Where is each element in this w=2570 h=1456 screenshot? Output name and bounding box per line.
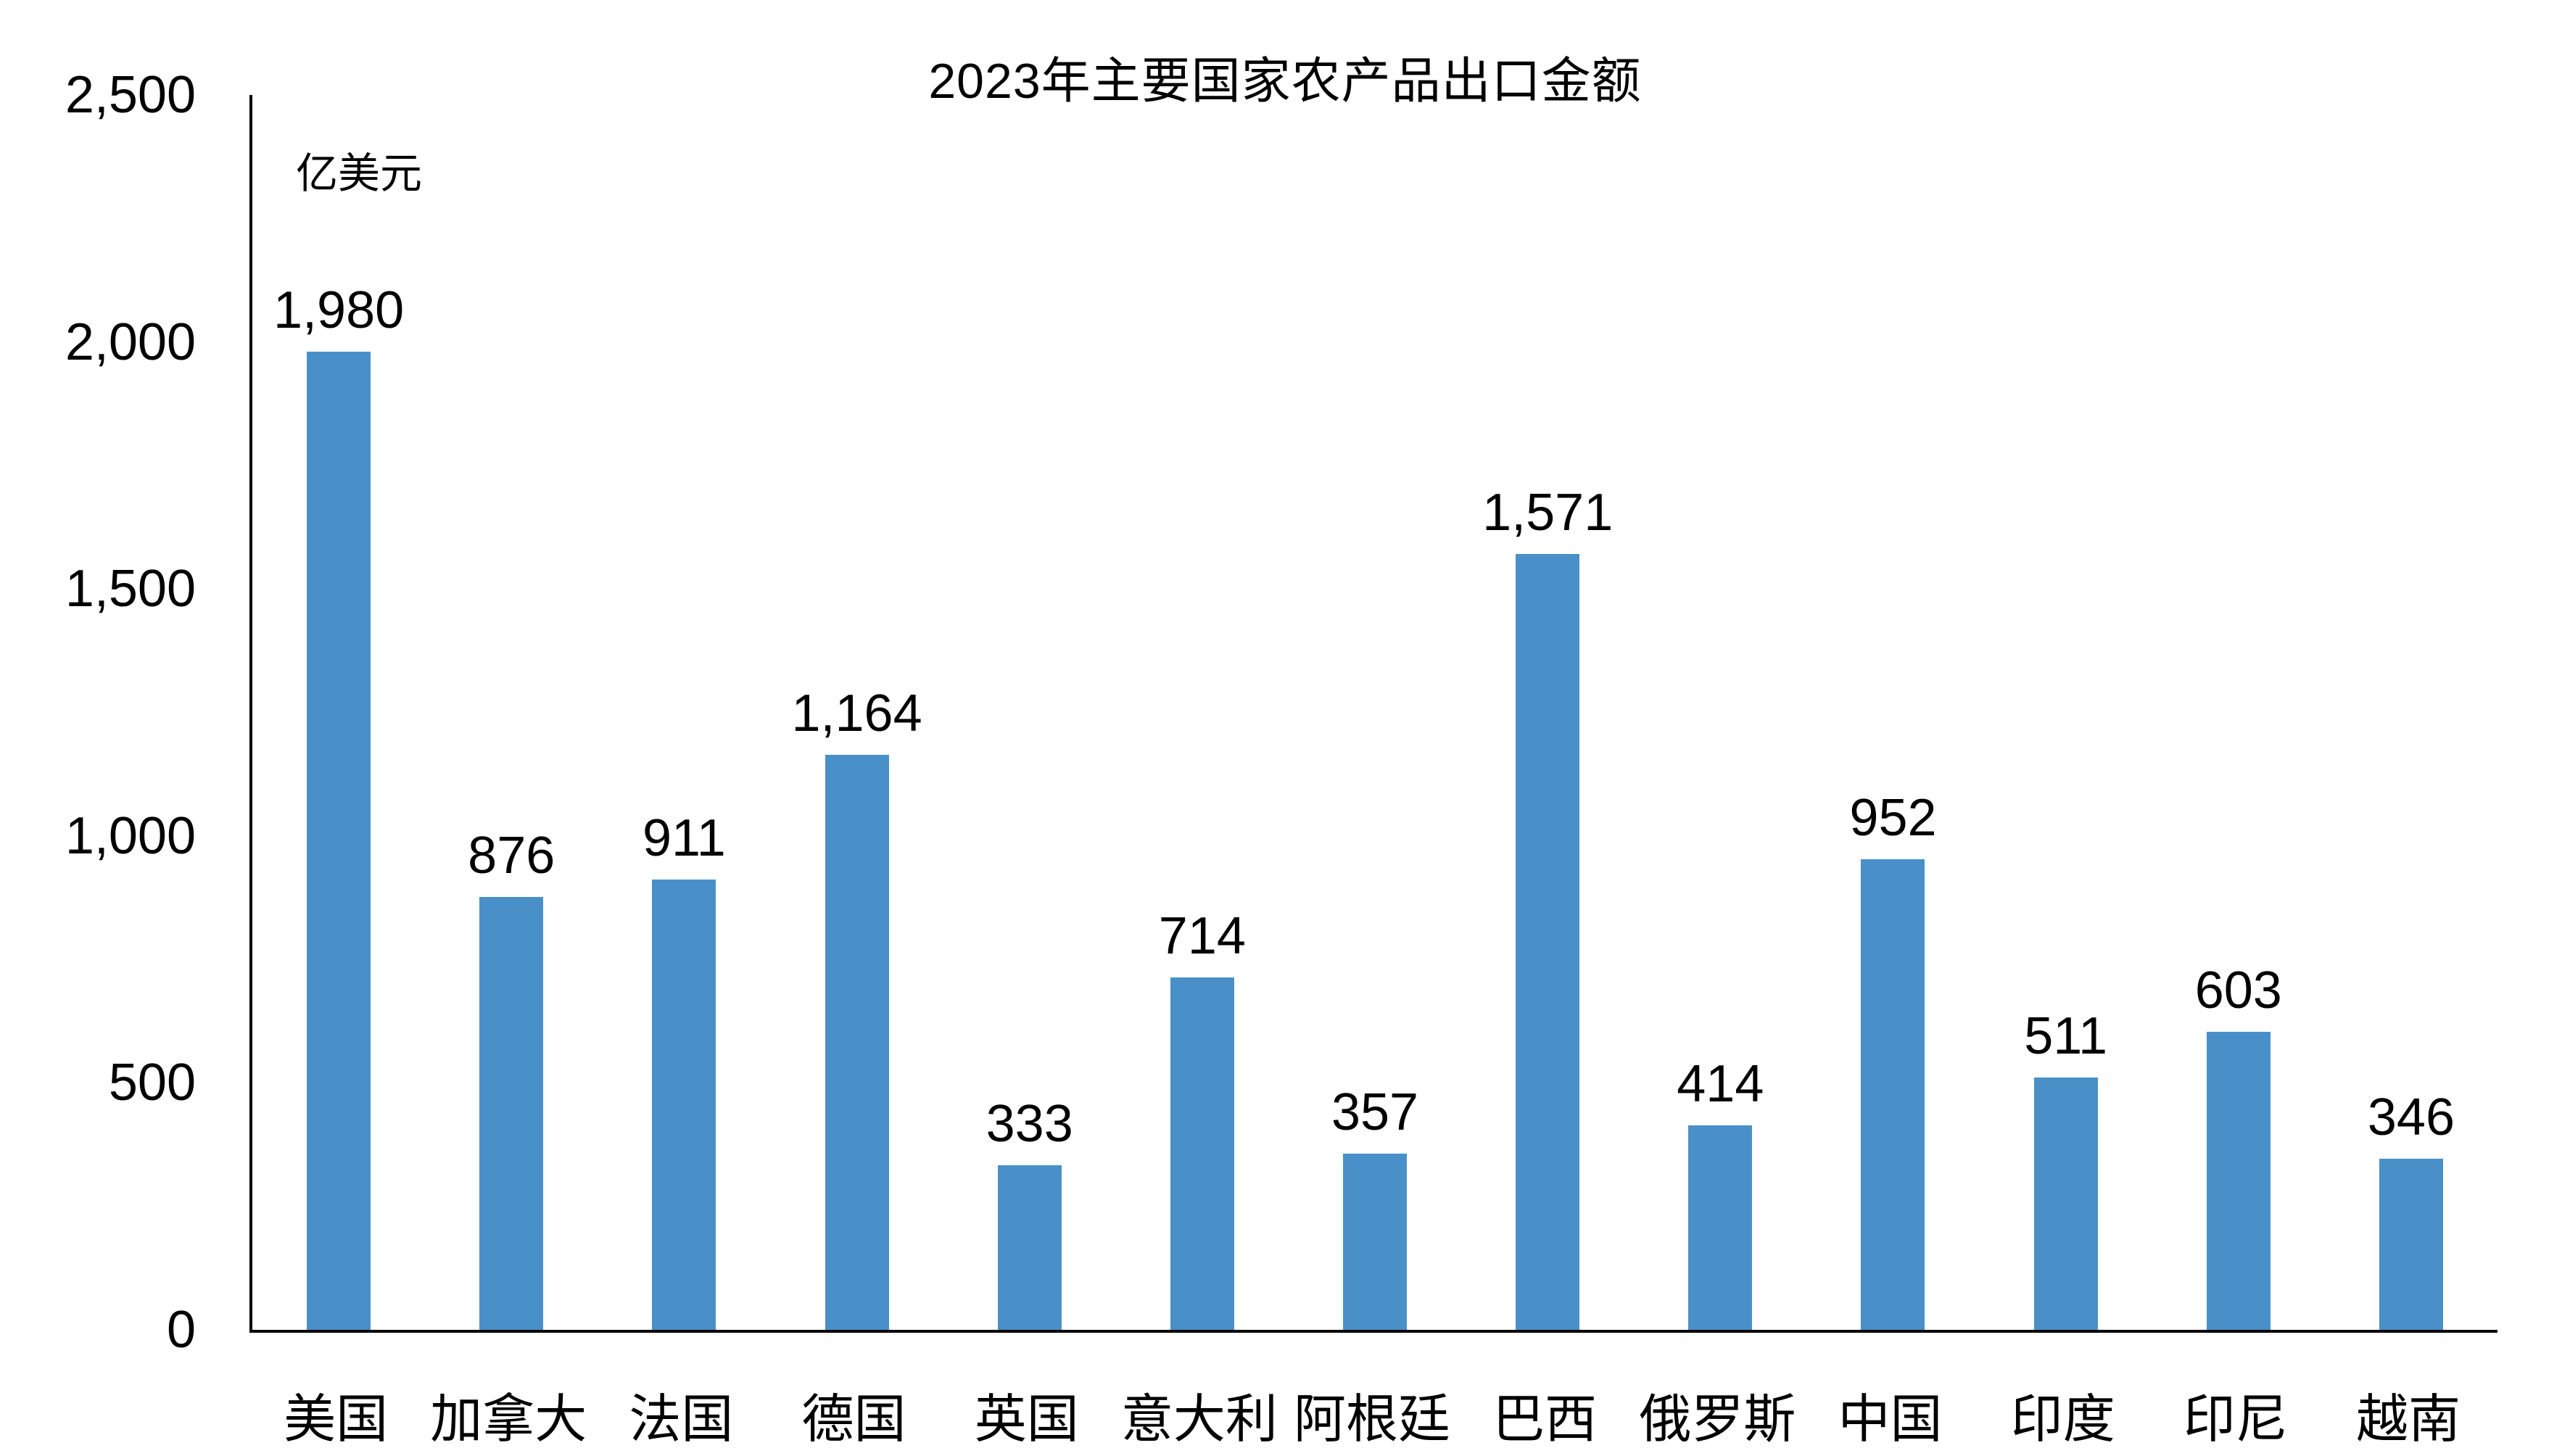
bar[interactable] xyxy=(2033,1077,2098,1330)
bar-value-label: 1,571 xyxy=(1482,484,1614,542)
bar-value-label: 952 xyxy=(1849,789,1937,847)
bar-group: 603 xyxy=(2152,961,2325,1330)
bar-value-label: 357 xyxy=(1331,1083,1419,1141)
bar-value-label: 346 xyxy=(2367,1088,2455,1146)
bar-group: 511 xyxy=(1980,1006,2152,1330)
bar[interactable] xyxy=(2206,1032,2271,1330)
bar-value-label: 603 xyxy=(2194,961,2282,1019)
plot-area: 1,980 876 911 1,164 333 714 357 1,571 414 952 511 6… xyxy=(249,95,2497,1333)
category-label: 加拿大 xyxy=(430,1391,587,1449)
bar-value-label: 1,164 xyxy=(791,684,922,743)
category-label: 法国 xyxy=(629,1391,734,1449)
category-label: 越南 xyxy=(2355,1391,2460,1449)
bar-group: 876 xyxy=(425,826,598,1330)
bar-group: 714 xyxy=(1116,906,1289,1330)
category-label: 阿根廷 xyxy=(1294,1391,1451,1449)
y-tick-label: 2,500 xyxy=(65,66,196,124)
category-label: 德国 xyxy=(801,1391,906,1449)
bar-value-label: 511 xyxy=(2024,1007,2108,1065)
y-axis-unit-label: 亿美元 xyxy=(296,150,423,197)
bar[interactable] xyxy=(479,897,544,1330)
bar-value-label: 876 xyxy=(468,827,555,885)
category-label: 中国 xyxy=(1838,1391,1943,1449)
category-label: 巴西 xyxy=(1492,1391,1598,1449)
chart-title: 2023年主要国家农产品出口金额 xyxy=(928,54,1642,109)
bar-value-label: 911 xyxy=(642,809,726,867)
y-axis-tick-labels: 0 500 1,000 1,500 2,000 2,500 xyxy=(0,0,196,1456)
bar-group: 911 xyxy=(598,808,770,1330)
bar[interactable] xyxy=(652,880,716,1330)
bar-group: 357 xyxy=(1289,1083,1461,1330)
y-tick-label: 0 xyxy=(166,1301,196,1359)
y-tick-label: 500 xyxy=(108,1054,196,1112)
bar-group: 346 xyxy=(2325,1088,2497,1330)
category-label: 意大利 xyxy=(1120,1391,1278,1449)
bar-group: 1,164 xyxy=(770,684,943,1330)
bar[interactable] xyxy=(2379,1159,2443,1330)
y-tick-label: 1,000 xyxy=(65,806,196,865)
bar[interactable] xyxy=(997,1165,1062,1330)
bar-group: 414 xyxy=(1634,1054,1806,1330)
bar-group: 333 xyxy=(943,1094,1116,1330)
bar[interactable] xyxy=(1516,554,1580,1330)
bar-value-label: 1,980 xyxy=(273,281,405,339)
category-label: 英国 xyxy=(974,1391,1079,1449)
bar-group: 1,980 xyxy=(252,281,425,1330)
bar[interactable] xyxy=(1343,1154,1408,1330)
y-tick-label: 1,500 xyxy=(65,560,196,619)
category-label: 俄罗斯 xyxy=(1639,1391,1796,1449)
bar[interactable] xyxy=(825,755,889,1330)
category-label: 印度 xyxy=(2010,1391,2115,1449)
bar[interactable] xyxy=(1861,859,1925,1330)
x-axis-category-labels: 美国 加拿大 法国 德国 英国 意大利 阿根廷 巴西 俄罗斯 中国 印度 印尼 越南 xyxy=(249,1376,2495,1452)
bars-container: 1,980 876 911 1,164 333 714 357 1,571 414 952 511 6… xyxy=(252,95,2497,1330)
bar-value-label: 414 xyxy=(1677,1055,1764,1113)
bar-value-label: 333 xyxy=(986,1095,1073,1153)
category-label: 印尼 xyxy=(2183,1391,2288,1449)
bar[interactable] xyxy=(307,352,371,1330)
category-label: 美国 xyxy=(284,1391,389,1449)
bar-value-label: 714 xyxy=(1158,907,1246,965)
bar[interactable] xyxy=(1170,977,1234,1330)
bar-group: 1,571 xyxy=(1461,483,1634,1330)
y-tick-label: 2,000 xyxy=(65,313,196,371)
bar[interactable] xyxy=(1688,1125,1753,1330)
bar-group: 952 xyxy=(1806,788,1979,1330)
